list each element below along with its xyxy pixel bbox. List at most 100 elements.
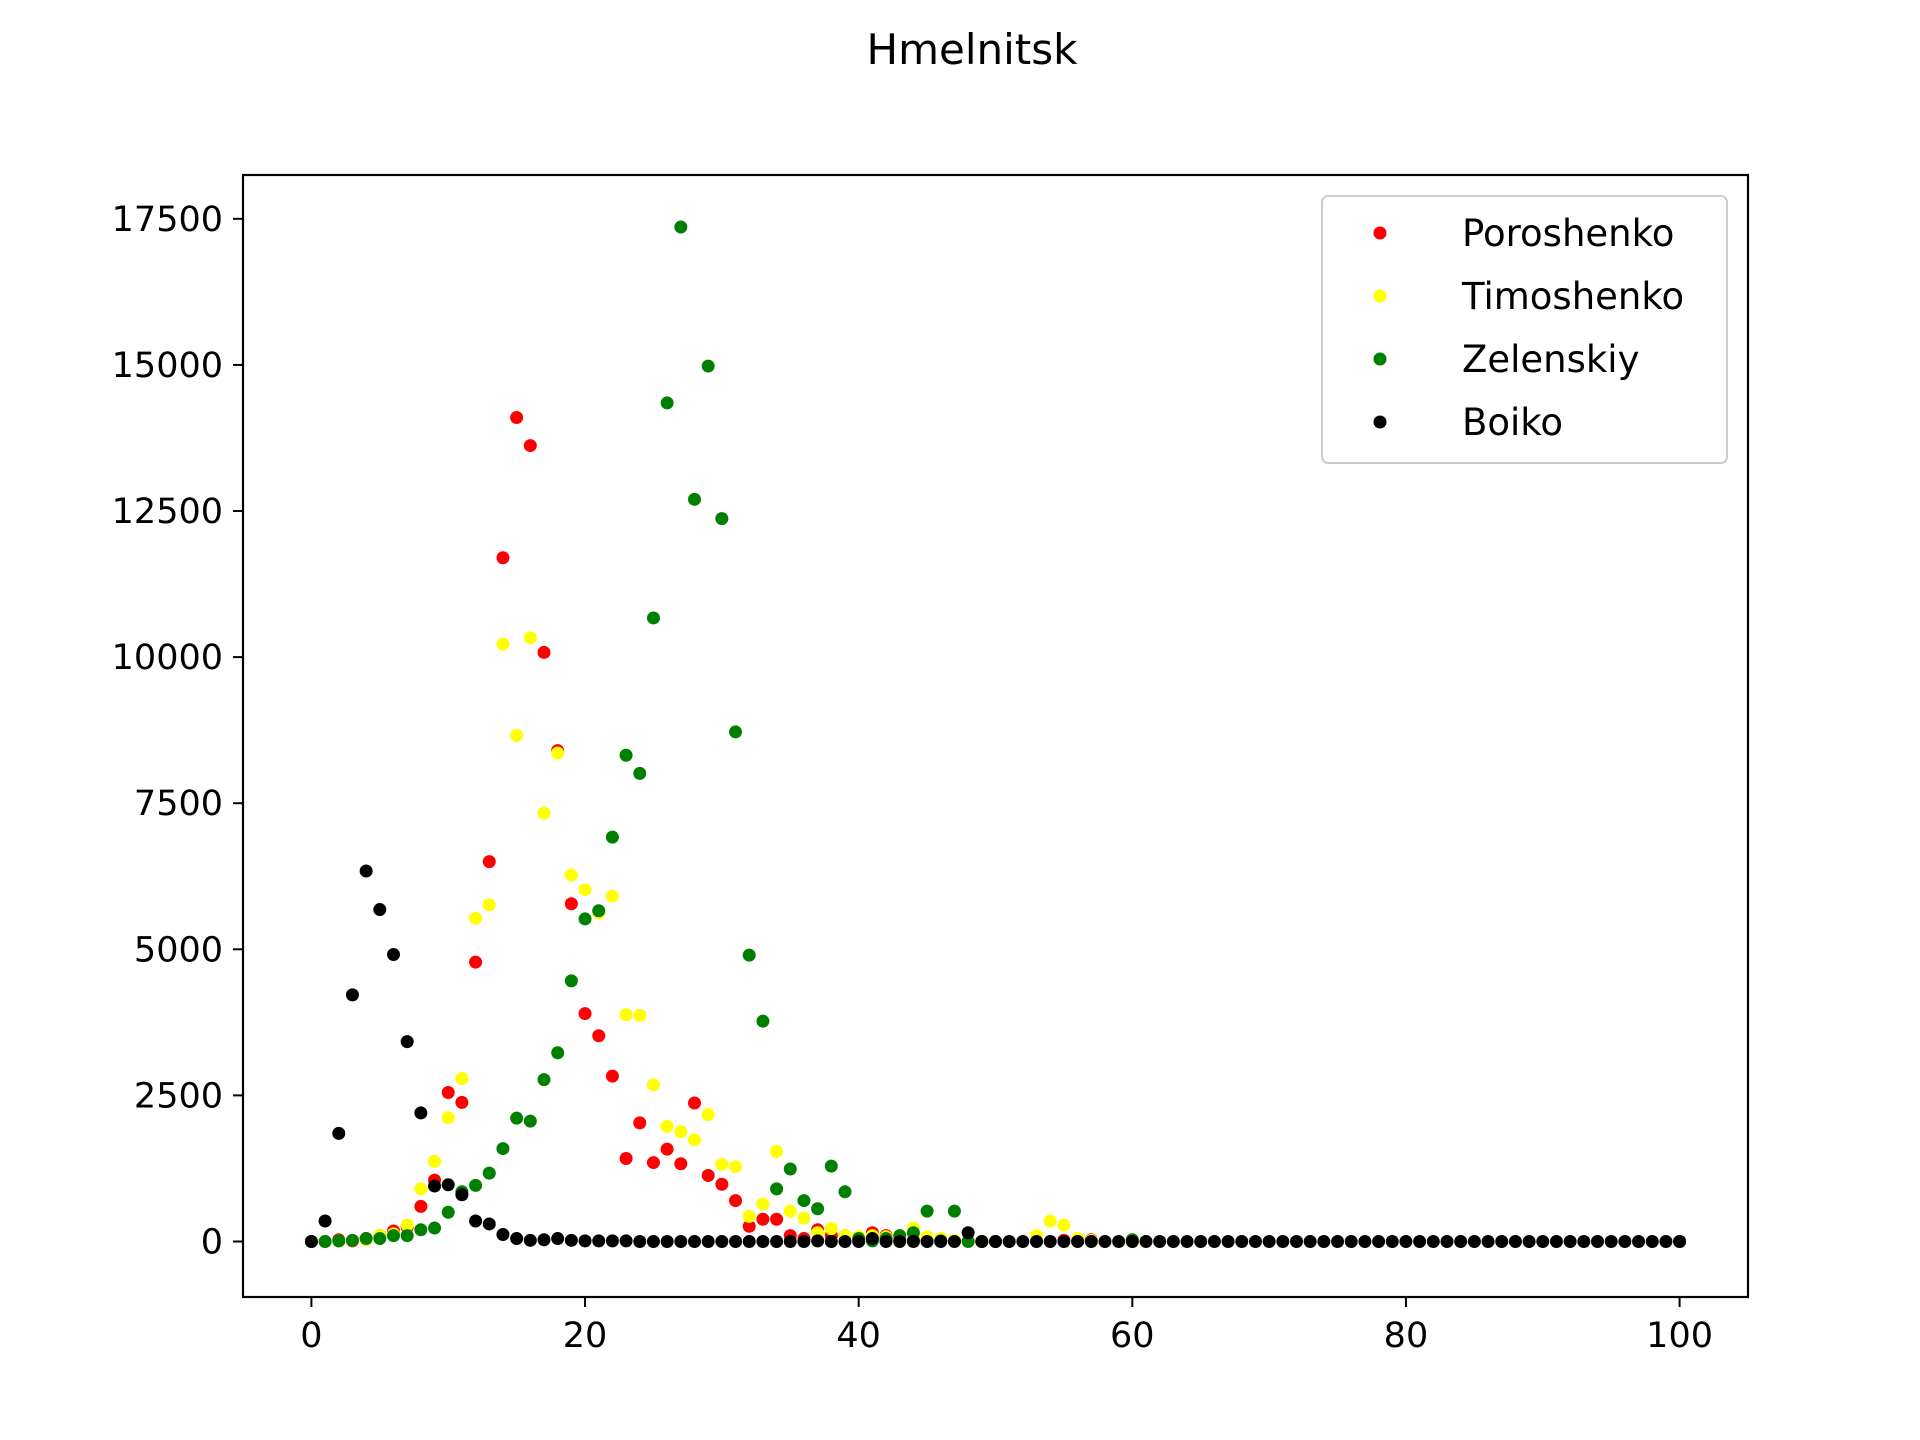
- data-point: [537, 806, 551, 820]
- data-point: [619, 1008, 633, 1022]
- legend-label: Poroshenko: [1462, 212, 1674, 255]
- data-point: [605, 1069, 619, 1083]
- data-point: [1549, 1234, 1563, 1248]
- data-point: [701, 1108, 715, 1122]
- data-point: [414, 1199, 428, 1213]
- data-point: [920, 1234, 934, 1248]
- x-tick-label: 60: [1110, 1316, 1155, 1356]
- data-point: [660, 1142, 674, 1156]
- data-point: [947, 1234, 961, 1248]
- data-point: [1276, 1234, 1290, 1248]
- data-point: [1139, 1234, 1153, 1248]
- data-point: [633, 766, 647, 780]
- data-point: [797, 1211, 811, 1225]
- legend-marker: [1373, 289, 1387, 303]
- data-point: [564, 868, 578, 882]
- data-point: [1262, 1234, 1276, 1248]
- data-point: [1481, 1234, 1495, 1248]
- data-point: [688, 1133, 701, 1147]
- data-point: [304, 1234, 318, 1248]
- data-point: [729, 1234, 743, 1248]
- data-point: [742, 948, 756, 962]
- data-point: [400, 1218, 414, 1232]
- data-point: [824, 1159, 838, 1173]
- y-axis: 0 2500 5000 7500 10000 12500 15000 17500: [112, 200, 243, 1262]
- legend-marker: [1373, 415, 1387, 429]
- data-point: [646, 1156, 660, 1170]
- legend-item-boiko: Boiko: [1373, 401, 1563, 444]
- data-point: [1235, 1234, 1249, 1248]
- data-point: [838, 1234, 852, 1248]
- data-point: [729, 725, 743, 739]
- data-point: [961, 1226, 975, 1240]
- data-point: [783, 1162, 797, 1176]
- y-tick-label: 7500: [134, 784, 223, 824]
- data-point: [592, 1029, 606, 1043]
- data-point: [578, 1007, 592, 1021]
- data-point: [660, 1234, 674, 1248]
- data-point: [564, 1233, 578, 1247]
- data-point: [1221, 1234, 1235, 1248]
- data-point: [1673, 1234, 1687, 1248]
- data-point: [455, 1095, 469, 1109]
- data-point: [551, 1232, 565, 1246]
- legend: Poroshenko Timoshenko Zelenskiy Boiko: [1321, 195, 1728, 464]
- data-point: [619, 1234, 633, 1248]
- data-point: [756, 1197, 770, 1211]
- data-point: [332, 1126, 346, 1140]
- data-point: [1207, 1234, 1221, 1248]
- y-tick-label: 0: [201, 1222, 223, 1262]
- data-point: [1098, 1234, 1112, 1248]
- data-point: [633, 1116, 647, 1130]
- legend-label: Timoshenko: [1461, 275, 1684, 318]
- data-point: [1454, 1234, 1468, 1248]
- data-point: [646, 1078, 660, 1092]
- data-point: [441, 1085, 455, 1099]
- data-point: [1591, 1234, 1604, 1248]
- x-axis: 0 20 40 60 80 100: [300, 1297, 1713, 1356]
- data-point: [359, 864, 373, 878]
- data-point: [1125, 1234, 1139, 1248]
- data-point: [373, 1232, 387, 1246]
- data-point: [1563, 1234, 1577, 1248]
- y-tick-label: 10000: [112, 638, 223, 678]
- data-point: [469, 1178, 483, 1192]
- data-point: [414, 1223, 428, 1237]
- data-point: [646, 611, 660, 625]
- data-point: [756, 1014, 770, 1028]
- data-point: [510, 411, 524, 425]
- x-tick-label: 40: [836, 1316, 881, 1356]
- data-point: [332, 1234, 346, 1248]
- data-point: [441, 1111, 455, 1125]
- data-point: [510, 1232, 524, 1246]
- data-point: [551, 1046, 565, 1060]
- data-point: [715, 512, 729, 526]
- legend-label: Boiko: [1462, 401, 1563, 444]
- data-point: [537, 1233, 551, 1247]
- data-point: [592, 904, 606, 918]
- x-tick-label: 100: [1646, 1316, 1713, 1356]
- y-tick-label: 12500: [112, 492, 223, 532]
- data-point: [1413, 1234, 1427, 1248]
- data-point: [646, 1234, 660, 1248]
- data-point: [1440, 1234, 1454, 1248]
- data-point: [496, 1142, 510, 1156]
- data-point: [1317, 1234, 1331, 1248]
- data-point: [975, 1234, 989, 1248]
- y-tick-label: 2500: [134, 1076, 223, 1116]
- data-point: [482, 1217, 496, 1231]
- data-point: [537, 1073, 551, 1087]
- data-point: [469, 1214, 483, 1228]
- data-point: [811, 1202, 825, 1216]
- data-point: [674, 1157, 688, 1171]
- data-point: [1180, 1234, 1194, 1248]
- data-point: [523, 1114, 537, 1128]
- data-point: [865, 1232, 879, 1246]
- data-point: [523, 631, 537, 645]
- data-point: [359, 1232, 373, 1246]
- data-point: [1166, 1234, 1180, 1248]
- y-tick-label: 15000: [112, 346, 223, 386]
- data-point: [674, 1125, 688, 1139]
- data-point: [701, 1234, 715, 1248]
